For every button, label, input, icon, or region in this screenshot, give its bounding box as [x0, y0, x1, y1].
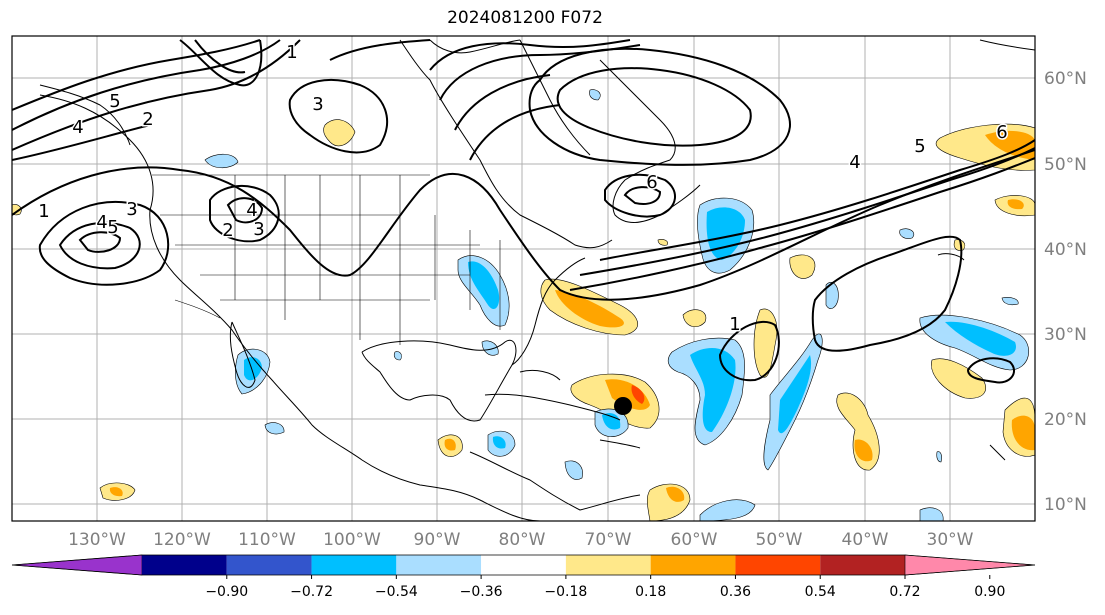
- height-contours: [12, 39, 1035, 384]
- contour-label: 4: [849, 152, 860, 173]
- colorbar-tick-label: −0.90: [205, 584, 248, 600]
- lat-label: 20°N: [1044, 410, 1087, 430]
- colorbar-segment: [820, 555, 905, 575]
- colorbar-tick-label: 0.54: [805, 584, 836, 600]
- lat-label: 60°N: [1044, 69, 1087, 89]
- map-title: 2024081200 F072: [447, 8, 603, 28]
- colorbar-tick-label: 0.36: [720, 584, 751, 600]
- contour-label: 1: [729, 314, 740, 335]
- map-panel: [12, 36, 1035, 521]
- lon-label: 60°W: [671, 530, 718, 550]
- contour-label: 6: [996, 122, 1007, 143]
- lon-label: 70°W: [585, 530, 632, 550]
- colorbar-segments: [11, 554, 1036, 576]
- colorbar-tick-label: −0.72: [290, 584, 333, 600]
- colorbar-segment: [396, 555, 482, 575]
- colorbar-tick-label: −0.54: [375, 584, 418, 600]
- contour-label: 4: [72, 117, 83, 138]
- colorbar-ticks: −0.90 −0.72 −0.54 −0.36 −0.18 0.18 0.36 0.54 0.7…: [205, 575, 1005, 600]
- contour-label: 3: [312, 94, 323, 115]
- lon-label: 120°W: [153, 530, 211, 550]
- contour-label: 3: [126, 199, 137, 220]
- lon-label: 90°W: [414, 530, 461, 550]
- lat-label: 30°N: [1044, 325, 1087, 345]
- colorbar-tick-label: 0.90: [974, 584, 1005, 600]
- colorbar-tick-label: 0.72: [889, 584, 920, 600]
- colorbar-tick-label: 0.18: [635, 584, 666, 600]
- colorbar-segment: [565, 555, 651, 575]
- contour-label: 2: [142, 109, 153, 130]
- contour-label: 3: [253, 219, 264, 240]
- contour-label: 5: [914, 136, 925, 157]
- contour-label: 5: [109, 91, 120, 112]
- lon-label: 50°W: [756, 530, 803, 550]
- lon-label: 110°W: [238, 530, 296, 550]
- colorbar-extend-high: [904, 554, 1036, 576]
- contour-label: 6: [646, 172, 657, 193]
- lat-label: 50°N: [1044, 155, 1087, 175]
- colorbar-tick-label: −0.18: [544, 584, 587, 600]
- latitude-labels: 60°N 50°N 40°N 30°N 20°N 10°N: [1044, 69, 1087, 515]
- map-border: [11, 35, 1036, 522]
- contour-label: 4: [96, 212, 107, 233]
- lat-label: 40°N: [1044, 240, 1087, 260]
- colorbar-segment: [311, 555, 397, 575]
- contour-label: 1: [286, 42, 297, 63]
- colorbar-extend-low: [11, 554, 143, 576]
- colorbar-segment: [735, 555, 821, 575]
- contour-label: 1: [38, 201, 49, 222]
- lon-label: 80°W: [499, 530, 546, 550]
- lon-label: 100°W: [323, 530, 381, 550]
- lon-label: 130°W: [68, 530, 126, 550]
- contour-label: 4: [246, 200, 257, 221]
- longitude-labels: 130°W 120°W 110°W 100°W 90°W 80°W 70°W 6…: [68, 530, 974, 550]
- colorbar: −0.90 −0.72 −0.54 −0.36 −0.18 0.18 0.36 0.54 0.7…: [11, 554, 1036, 600]
- colorbar-segment: [481, 555, 566, 575]
- contour-label: 5: [107, 217, 118, 238]
- colorbar-segment: [650, 555, 736, 575]
- colorbar-tick-label: −0.36: [460, 584, 503, 600]
- lat-label: 10°N: [1044, 495, 1087, 515]
- lon-label: 30°W: [927, 530, 974, 550]
- storm-center-marker: [614, 397, 632, 415]
- colorbar-outline: [11, 554, 1036, 576]
- state-borders: [152, 174, 501, 345]
- contour-label: 2: [222, 220, 233, 241]
- lon-label: 40°W: [842, 530, 889, 550]
- colorbar-segment: [142, 555, 227, 575]
- colorbar-segment: [226, 555, 312, 575]
